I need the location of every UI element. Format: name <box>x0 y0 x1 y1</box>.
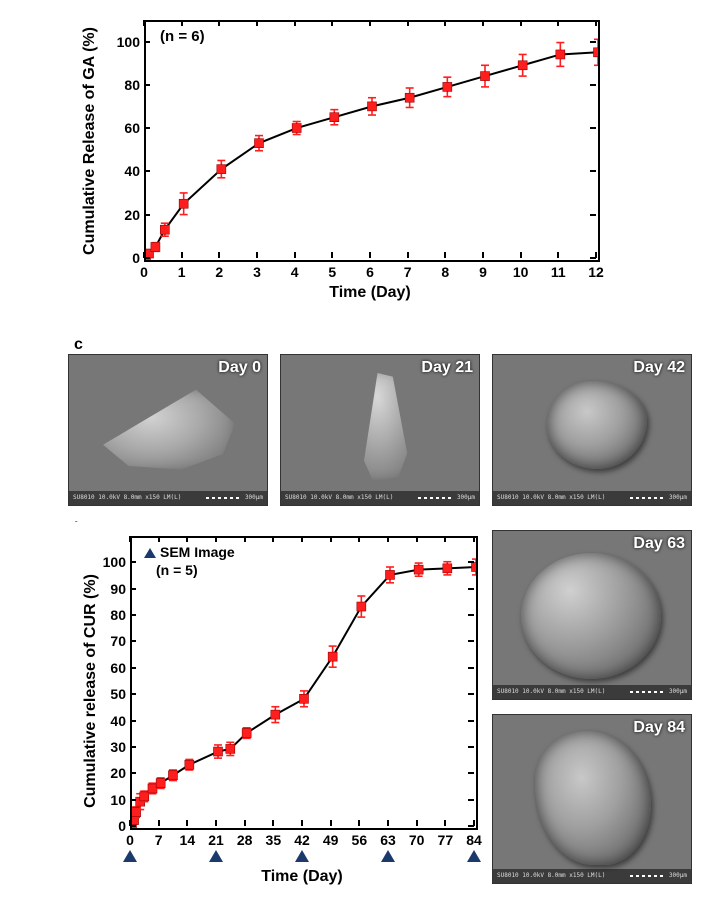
sem-footer: SU8010 10.0kV 8.0mm x150 LM(L) 300µm <box>493 869 691 883</box>
chart-b-plot: SEM Image (n = 5) <box>130 536 478 830</box>
chart-b-xlabel: Time (Day) <box>130 868 474 886</box>
sem-day42: Day 42 SU8010 10.0kV 8.0mm x150 LM(L) 30… <box>492 354 692 506</box>
chart-a-xlabel: Time (Day) <box>144 284 596 302</box>
sem-day84-label: Day 84 <box>633 719 685 737</box>
chart-a-plot: (n = 6) <box>144 20 600 262</box>
sem-day0-label: Day 0 <box>218 359 261 377</box>
sem-footer: SU8010 10.0kV 8.0mm x150 LM(L) 300µm <box>493 685 691 699</box>
chart-a: Cumulative Release of GA (%) (n = 6) Tim… <box>68 8 616 308</box>
sem-day21: Day 21 SU8010 10.0kV 8.0mm x150 LM(L) 30… <box>280 354 480 506</box>
sem-marker-icon <box>381 850 395 862</box>
sem-footer: SU8010 10.0kV 8.0mm x150 LM(L) 300µm <box>493 491 691 505</box>
sem-day0: Day 0 SU8010 10.0kV 8.0mm x150 LM(L) 300… <box>68 354 268 506</box>
sem-marker-icon <box>123 850 137 862</box>
sem-marker-icon <box>295 850 309 862</box>
sem-day63-label: Day 63 <box>633 535 685 553</box>
sem-day42-label: Day 42 <box>633 359 685 377</box>
chart-a-svg <box>146 22 598 260</box>
sem-footer: SU8010 10.0kV 8.0mm x150 LM(L) 300µm <box>69 491 267 505</box>
sem-footer: SU8010 10.0kV 8.0mm x150 LM(L) 300µm <box>281 491 479 505</box>
panel-c-label: c <box>74 336 83 354</box>
sem-day63: Day 63 SU8010 10.0kV 8.0mm x150 LM(L) 30… <box>492 530 692 700</box>
sem-marker-icon <box>209 850 223 862</box>
chart-a-ylabel: Cumulative Release of GA (%) <box>81 11 99 271</box>
chart-b-svg <box>132 538 476 828</box>
sem-marker-icon <box>467 850 481 862</box>
chart-b: Cumulative release of CUR (%) SEM Image … <box>68 522 484 888</box>
sem-day21-label: Day 21 <box>421 359 473 377</box>
sem-day84: Day 84 SU8010 10.0kV 8.0mm x150 LM(L) 30… <box>492 714 692 884</box>
